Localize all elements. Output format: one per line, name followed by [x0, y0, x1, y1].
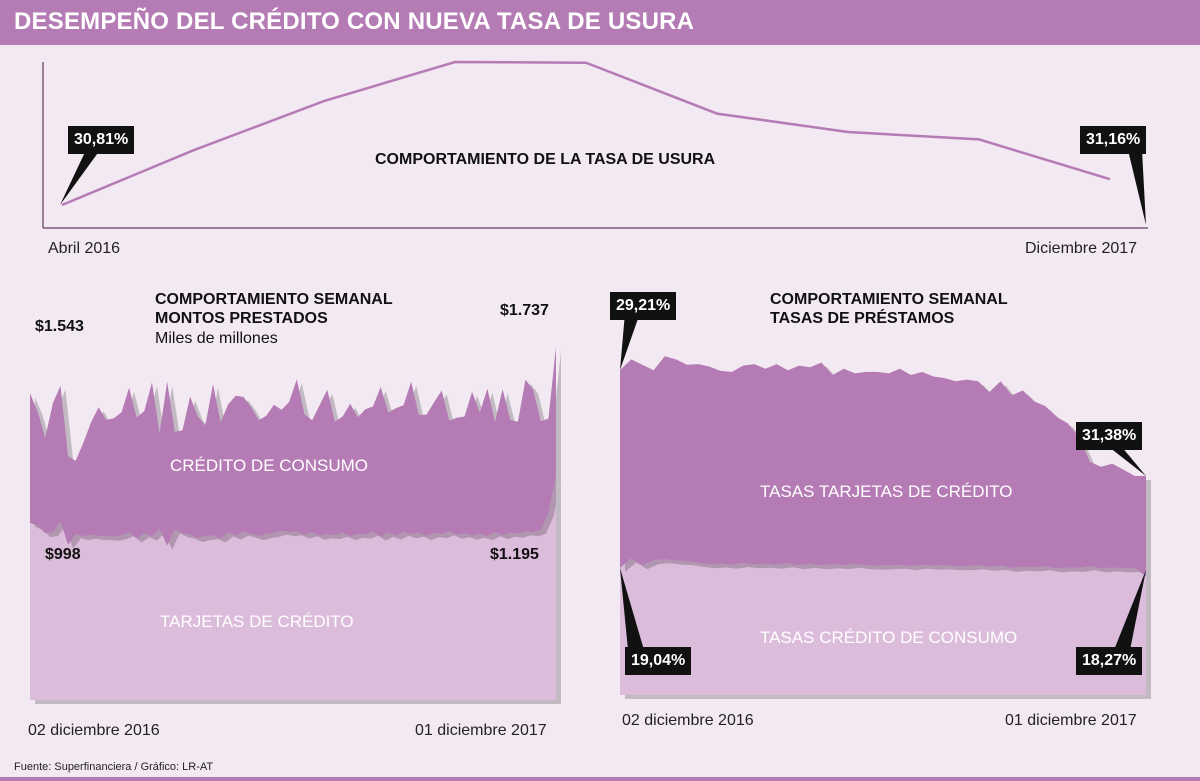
tarjetas-end-value: $1.195 [490, 546, 539, 563]
right-chart-title: COMPORTAMIENTO SEMANAL TASAS DE PRÉSTAMO… [770, 291, 1008, 327]
mid-chart-x-end: 01 diciembre 2017 [415, 722, 547, 739]
consumo-series-label: CRÉDITO DE CONSUMO [170, 456, 369, 475]
right-chart-x-end: 01 diciembre 2017 [1005, 712, 1137, 729]
bottom-rule [0, 777, 1200, 781]
tasa-consumo-start-value: 19,04% [625, 647, 692, 675]
source-note: Fuente: Superfinanciera / Gráfico: LR-AT [14, 761, 214, 773]
tasa-tarjetas-end-value: 31,38% [1076, 422, 1143, 450]
tasa-consumo-end-value: 18,27% [1076, 647, 1143, 675]
callout-pointer-end-top [1128, 150, 1146, 225]
top-chart-start-value: 30,81% [68, 126, 135, 154]
top-chart-x-start: Abril 2016 [48, 240, 121, 257]
callout-pointer-start-right-low [620, 568, 644, 650]
tasa-tarjetas-series-label: TASAS TARJETAS DE CRÉDITO [760, 482, 1013, 501]
tasa-consumo-series-label: TASAS CRÉDITO DE CONSUMO [760, 628, 1018, 647]
top-chart-title: COMPORTAMIENTO DE LA TASA DE USURA [375, 151, 716, 168]
top-chart-x-end: Diciembre 2017 [1025, 240, 1138, 257]
callout-pointer-start-right [620, 313, 640, 370]
right-chart-x-start: 02 diciembre 2016 [622, 712, 754, 729]
page-title: DESEMPEÑO DEL CRÉDITO CON NUEVA TASA DE … [14, 8, 695, 35]
tasa-consumo-area [620, 558, 1146, 695]
tasa-tarjetas-area [620, 356, 1146, 576]
callout-pointer-start-top [60, 150, 100, 205]
tarjetas-series-label: TARJETAS DE CRÉDITO [160, 612, 354, 631]
mid-chart-subtitle: Miles de millones [155, 330, 278, 347]
mid-chart-x-start: 02 diciembre 2016 [28, 722, 160, 739]
tasa-tarjetas-start-value: 29,21% [610, 292, 677, 320]
tarjetas-start-value: $998 [45, 546, 81, 563]
consumo-area [30, 347, 556, 546]
usura-line [61, 60, 1111, 207]
consumo-start-value: $1.543 [35, 318, 84, 335]
top-chart-end-value: 31,16% [1080, 126, 1147, 154]
mid-chart-title: COMPORTAMIENTO SEMANAL MONTOS PRESTADOS [155, 291, 393, 327]
tarjetas-area [30, 475, 556, 700]
consumo-end-value: $1.737 [500, 302, 549, 319]
title-banner: DESEMPEÑO DEL CRÉDITO CON NUEVA TASA DE … [0, 0, 1200, 45]
callout-pointer-end-right-low [1114, 570, 1146, 650]
